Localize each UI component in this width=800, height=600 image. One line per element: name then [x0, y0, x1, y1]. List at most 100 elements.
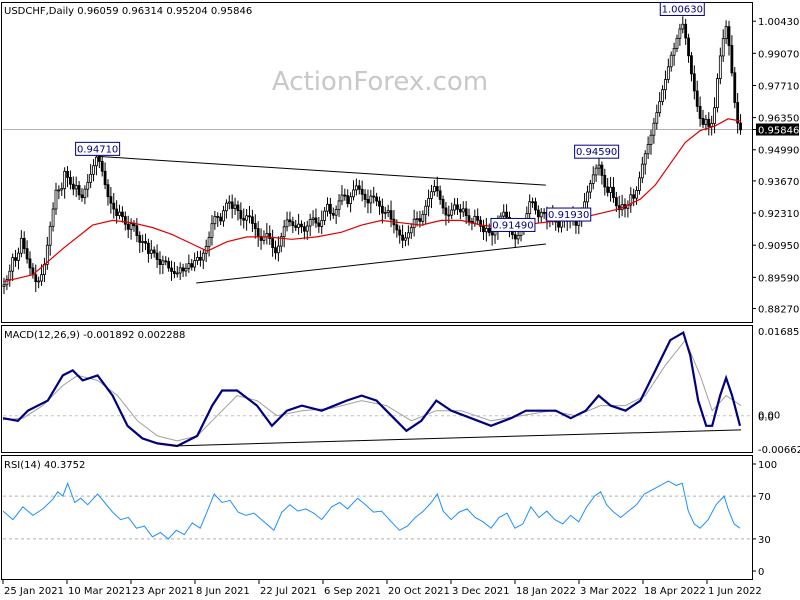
candle-body — [170, 267, 173, 272]
candle-body — [398, 229, 402, 236]
price-panel-frame — [1, 2, 753, 323]
x-axis-tick-label: 10 Mar 2021 — [68, 586, 131, 597]
price-label-0-94590: 0.94590 — [574, 144, 620, 159]
candle-body — [375, 196, 379, 202]
candle-body — [317, 222, 321, 227]
candle-body — [695, 90, 699, 107]
x-axis-tick-label: 25 Jan 2021 — [4, 586, 64, 597]
candle-body — [323, 210, 327, 221]
candle-body — [37, 280, 41, 283]
candle-body — [236, 204, 240, 211]
candle-body — [360, 188, 364, 195]
candle-body — [340, 194, 344, 202]
candle-body — [193, 260, 197, 268]
candle-body — [736, 102, 740, 124]
candle-body — [721, 38, 725, 57]
candle-body — [716, 78, 719, 109]
candle-body — [479, 219, 482, 227]
candle-body — [464, 208, 468, 217]
candle-body — [147, 242, 150, 254]
candle-body — [395, 224, 399, 231]
candle-body — [349, 196, 353, 205]
upper-trendline — [97, 155, 546, 186]
candle-body — [233, 204, 237, 209]
x-axis-tick-label: 1 Jun 2022 — [708, 586, 762, 597]
candle-body — [219, 216, 223, 222]
candle-body — [490, 232, 494, 236]
price-label-box — [659, 1, 705, 16]
x-axis-tick-label: 18 Jan 2022 — [516, 586, 576, 597]
candle-body — [227, 201, 231, 204]
candle-body — [597, 164, 601, 169]
candle-body — [727, 26, 731, 46]
macd-panel-title: MACD(12,26,9) -0.001892 0.002288 — [4, 330, 185, 341]
candle-body — [675, 37, 679, 49]
candle-body — [63, 170, 67, 189]
macd-panel-frame — [1, 325, 753, 453]
candle-body — [328, 203, 332, 214]
candle-body — [678, 28, 682, 39]
candle-body — [710, 123, 714, 127]
candle-body — [45, 244, 49, 265]
price-y-tick-label: 0.88270 — [758, 305, 799, 316]
candle-body — [594, 167, 598, 176]
candle-body — [291, 221, 295, 227]
price-y-tick-label: 1.00430 — [758, 17, 799, 28]
price-label-text: 1.00630 — [662, 4, 703, 15]
price-layer: 0.94710 1.00630 0.94590 0.91490 0.91930 — [2, 1, 752, 295]
candle-body — [487, 227, 491, 234]
candle-body — [586, 191, 589, 203]
price-label-box — [490, 217, 536, 232]
candle-body — [557, 221, 560, 228]
price-label-1-00630: 1.00630 — [659, 1, 705, 16]
candle-body — [450, 209, 454, 216]
candle-body — [652, 122, 656, 136]
candle-body — [11, 257, 15, 272]
lower-trendline — [196, 243, 546, 284]
candle-body — [658, 101, 662, 114]
price-label-0-91490: 0.91490 — [490, 217, 536, 232]
candle-body — [144, 241, 147, 244]
candle-body — [606, 186, 610, 193]
candle-body — [103, 170, 107, 186]
watermark: ActionForex.com — [272, 67, 488, 97]
candle-body — [8, 270, 12, 281]
candle-body — [591, 174, 595, 184]
candle-body — [268, 233, 272, 239]
candle-body — [210, 223, 214, 238]
candle-body — [684, 23, 688, 39]
price-y-tick-label: 0.93670 — [758, 177, 799, 188]
candle-body — [646, 144, 650, 155]
candle-body — [666, 66, 670, 80]
rsi-panel-frame — [1, 455, 753, 580]
candle-body — [167, 261, 171, 269]
price-label-box — [574, 144, 620, 159]
candle-body — [207, 237, 211, 247]
candle-body — [609, 186, 612, 193]
macd-layer — [2, 330, 752, 448]
candle-body — [369, 195, 373, 204]
candle-body — [5, 279, 9, 286]
candle-body — [175, 272, 179, 275]
macd-y-tick-label: 0.0 — [758, 413, 774, 424]
candle-body — [118, 211, 121, 216]
candle-body — [253, 223, 257, 230]
x-axis-tick-label: 3 Dec 2021 — [452, 586, 510, 597]
candle-body — [80, 194, 84, 199]
price-label-0-91930: 0.91930 — [546, 207, 592, 222]
price-label-box — [546, 207, 592, 222]
candle-body — [435, 186, 439, 192]
candle-body — [161, 260, 165, 265]
x-axis-tick-label: 18 Apr 2022 — [644, 586, 706, 597]
candle-body — [282, 226, 286, 238]
candle-body — [152, 249, 156, 254]
candle-body — [178, 267, 182, 274]
candle-body — [48, 225, 52, 246]
candle-body — [2, 284, 6, 287]
candle-body — [97, 156, 101, 162]
rsi-y-tick-label: 70 — [758, 492, 771, 503]
price-y-tick-label: 0.92310 — [758, 209, 799, 220]
current-price-label: 0.95846 — [758, 126, 799, 137]
candle-body — [276, 245, 280, 254]
candle-body — [632, 194, 636, 199]
